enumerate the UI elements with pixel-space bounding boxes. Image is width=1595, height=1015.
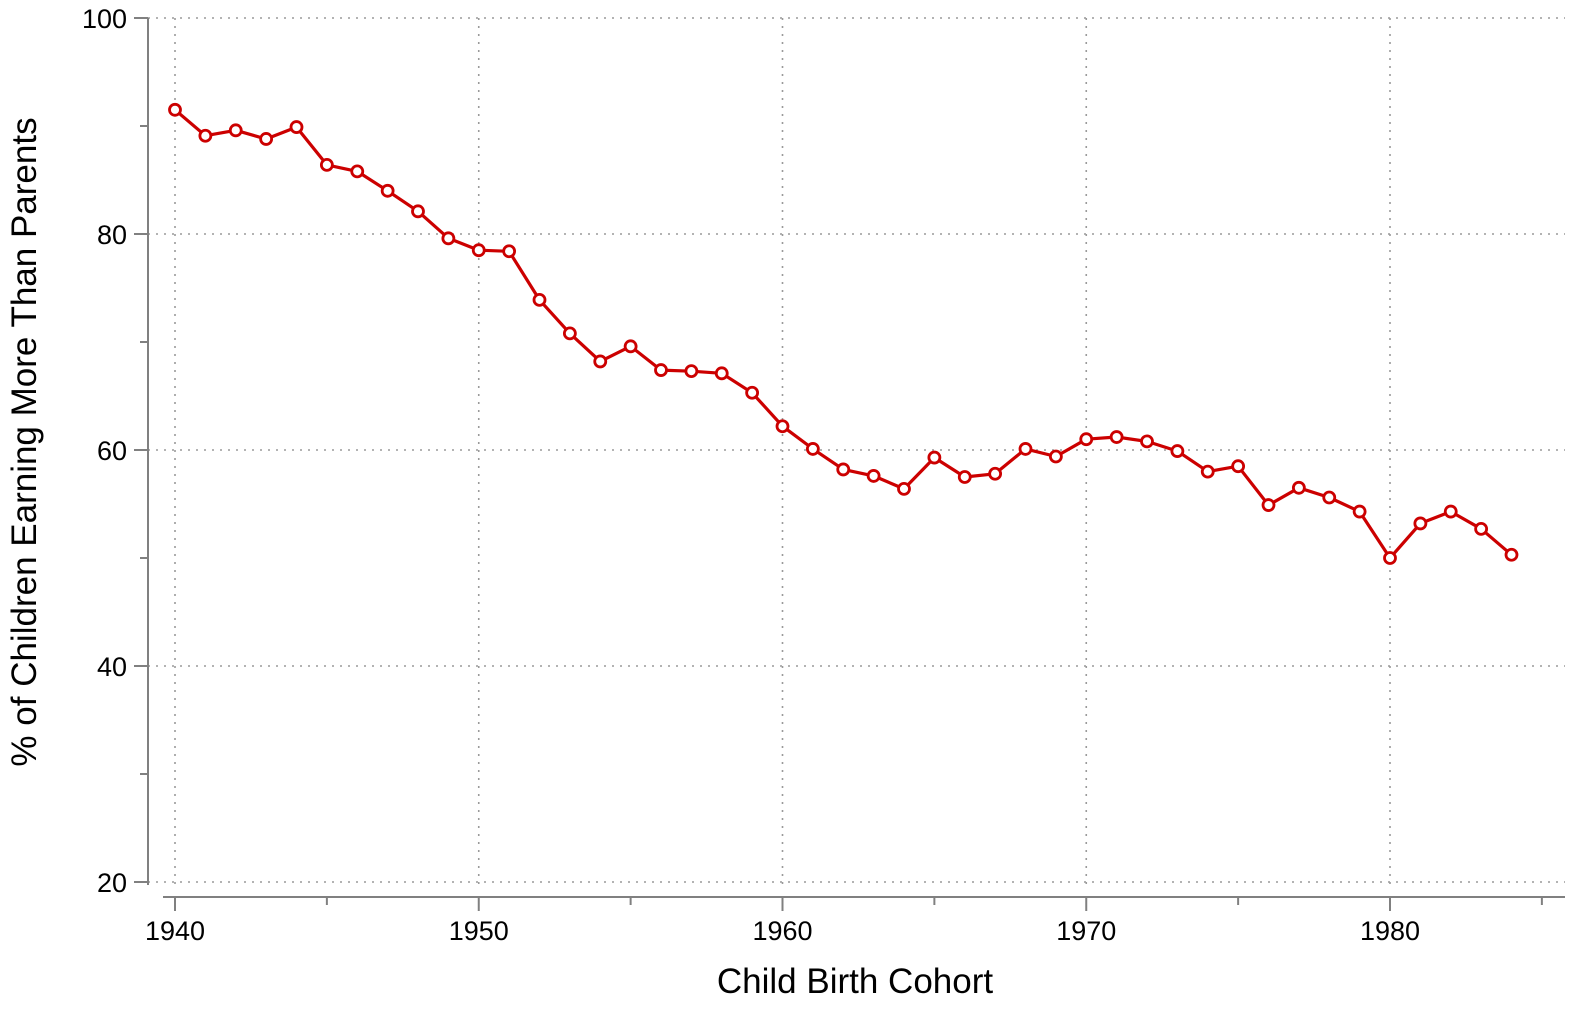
data-point [441,231,456,246]
x-axis-title: Child Birth Cohort [717,962,993,1001]
data-point [1018,442,1033,456]
data-point [654,363,668,377]
x-tick-label: 1980 [1360,916,1420,946]
series-line [173,108,1513,560]
data-point [471,243,486,258]
x-tick-label: 1970 [1056,916,1116,946]
axes [147,18,1565,898]
data-point [957,470,972,484]
data-point [319,157,334,172]
y-tick-label: 100 [82,4,127,34]
data-point [623,339,638,354]
data-point [1322,490,1337,505]
data-point [1109,430,1124,444]
data-point [1170,444,1185,458]
data-point [380,183,395,198]
y-tick-label: 60 [97,436,127,466]
x-tick-label: 1960 [752,916,812,946]
data-point [927,450,942,465]
data-point [805,442,820,456]
series-group [168,102,1519,565]
data-point [1140,434,1154,449]
data-point [198,128,213,143]
data-point [1200,464,1215,479]
data-point [228,123,243,138]
x-tick-label: 1950 [449,916,509,946]
data-point [1231,459,1246,474]
data-point [411,204,425,219]
data-point [289,120,304,134]
data-point [1413,516,1428,531]
data-point [259,132,274,146]
data-point [562,326,577,341]
data-point [775,419,790,434]
data-point [593,354,608,369]
data-point [714,366,729,381]
data-point [1352,504,1367,519]
data-point [1383,551,1397,565]
data-point [684,364,699,379]
data-point [532,292,547,307]
data-point [745,385,760,400]
data-point [1443,504,1458,519]
data-point [168,102,182,117]
data-point [502,244,517,259]
data-point [1048,449,1063,464]
axis-ticks: 20 40 60 80 100 1940 1950 1960 1970 1980 [82,4,1543,946]
y-tick-label: 80 [97,220,127,250]
data-point [350,164,365,179]
data-point [1261,498,1276,512]
data-point [1291,480,1306,495]
data-point [1504,547,1519,562]
data-point [988,466,1003,481]
x-tick-label: 1940 [145,916,205,946]
data-point [836,462,851,477]
data-point [1079,432,1094,447]
gridlines [148,17,1565,888]
data-point [897,481,911,496]
data-point [1474,521,1489,536]
y-tick-label: 40 [97,652,127,682]
y-axis-title: % of Children Earning More Than Parents [5,117,44,766]
data-point [866,469,881,483]
y-tick-label: 20 [97,868,127,898]
